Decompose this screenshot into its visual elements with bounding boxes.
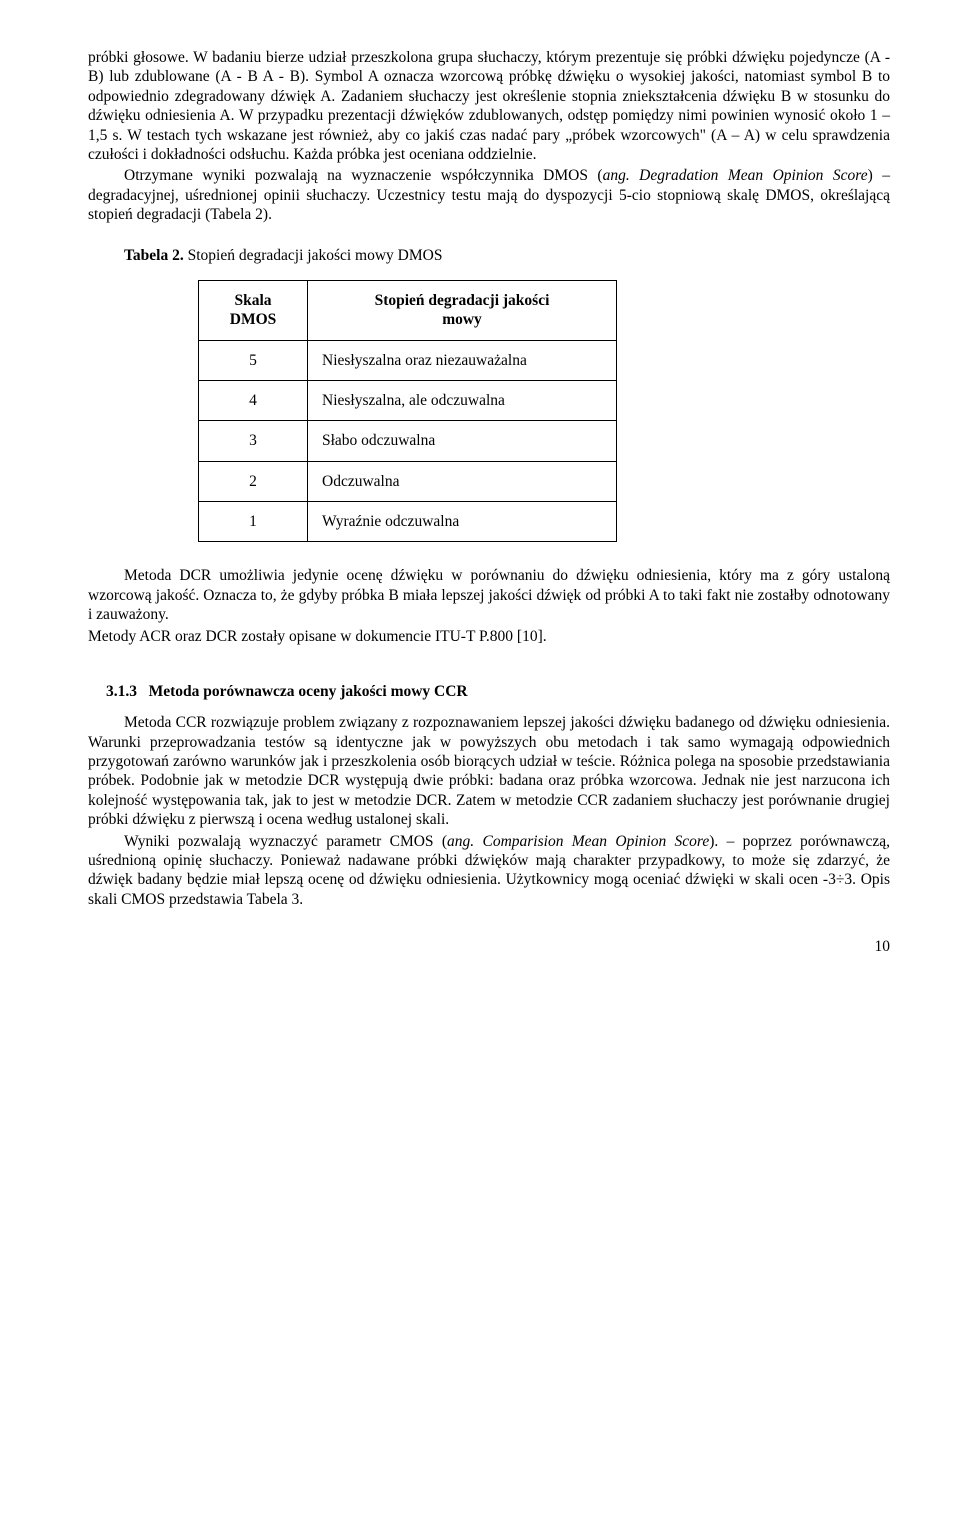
header-col2-line1: Stopień degradacji jakości [375,292,550,309]
para2-part-a: Otrzymane wyniki pozwalają na wyznaczeni… [124,167,603,184]
table-header-row: Skala DMOS Stopień degradacji jakości mo… [199,280,617,340]
header-col2-line2: mowy [442,311,482,328]
paragraph-6: Wyniki pozwalają wyznaczyć parametr CMOS… [88,832,890,910]
table-cell-desc: Odczuwalna [308,461,617,501]
table-cell-scale: 2 [199,461,308,501]
para2-italic: ang. Degradation Mean Opinion Score [603,167,868,184]
paragraph-5: Metoda CCR rozwiązuje problem związany z… [88,713,890,829]
table-cell-desc: Słabo odczuwalna [308,421,617,461]
paragraph-3: Metoda DCR umożliwia jedynie ocenę dźwię… [88,566,890,624]
table-header-desc: Stopień degradacji jakości mowy [308,280,617,340]
table-row: 4 Niesłyszalna, ale odczuwalna [199,380,617,420]
table-cell-desc: Niesłyszalna oraz niezauważalna [308,340,617,380]
table2-caption-bold: Tabela 2. [124,247,184,264]
paragraph-2: Otrzymane wyniki pozwalają na wyznaczeni… [88,166,890,224]
table-cell-desc: Wyraźnie odczuwalna [308,502,617,542]
table-cell-scale: 5 [199,340,308,380]
table-cell-scale: 3 [199,421,308,461]
paragraph-4: Metody ACR oraz DCR zostały opisane w do… [88,627,890,646]
paragraph-1: próbki głosowe. W badaniu bierze udział … [88,48,890,164]
table-header-scale: Skala DMOS [199,280,308,340]
dmos-table: Skala DMOS Stopień degradacji jakości mo… [198,280,617,543]
table2-caption: Tabela 2. Stopień degradacji jakości mow… [88,246,890,265]
section-heading: 3.1.3 Metoda porównawcza oceny jakości m… [88,682,890,701]
table-cell-scale: 1 [199,502,308,542]
table-cell-desc: Niesłyszalna, ale odczuwalna [308,380,617,420]
para6-italic: ang. Comparision Mean Opinion Score [447,833,709,850]
table-cell-scale: 4 [199,380,308,420]
heading-text: Metoda porównawcza oceny jakości mowy CC… [149,683,468,700]
table-row: 5 Niesłyszalna oraz niezauważalna [199,340,617,380]
para6-part-a: Wyniki pozwalają wyznaczyć parametr CMOS… [124,833,447,850]
table-row: 2 Odczuwalna [199,461,617,501]
table-row: 3 Słabo odczuwalna [199,421,617,461]
page-number: 10 [88,937,890,956]
table2-caption-rest: Stopień degradacji jakości mowy DMOS [184,247,443,264]
header-col1-line2: DMOS [230,311,277,328]
heading-number: 3.1.3 [106,683,137,700]
table-row: 1 Wyraźnie odczuwalna [199,502,617,542]
header-col1-line1: Skala [234,292,271,309]
